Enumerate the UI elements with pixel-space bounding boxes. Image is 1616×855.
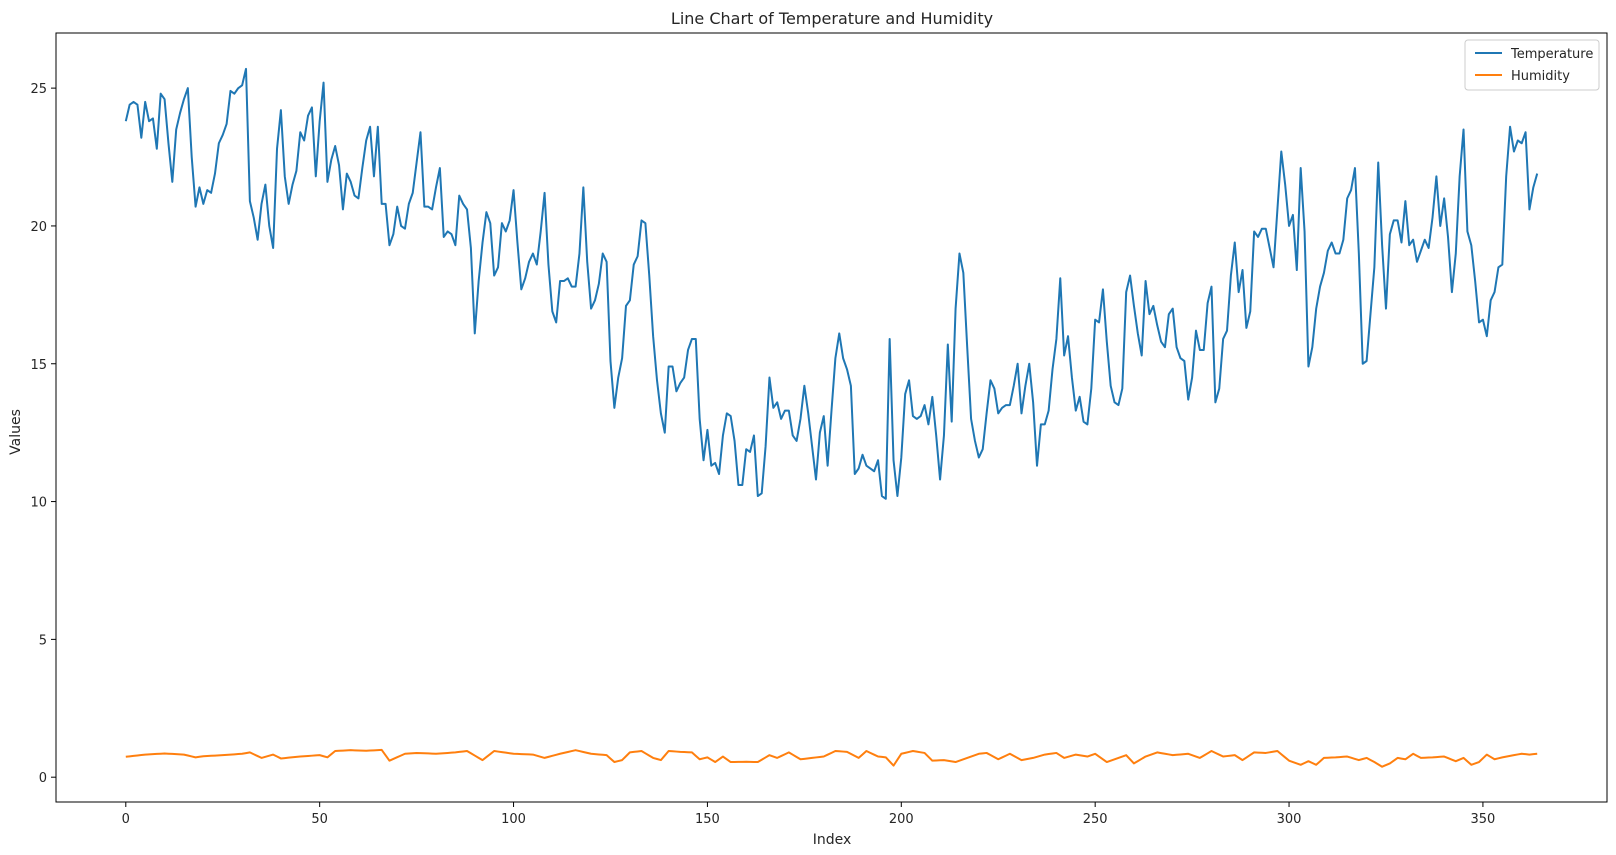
plot-area — [55, 32, 1608, 803]
legend-label-humidity: Humidity — [1511, 69, 1570, 84]
y-tick-label: 20 — [30, 220, 47, 235]
x-axis: 0 50 100 150 200 250 300 350 — [122, 802, 1496, 827]
series-line-temperature — [124, 67, 1539, 500]
y-tick-label: 0 — [39, 771, 47, 786]
x-tick-label: 200 — [889, 812, 914, 827]
plot-frame — [55, 32, 1608, 803]
y-tick-label: 5 — [39, 633, 47, 648]
chart-title: Line Chart of Temperature and Humidity — [671, 9, 993, 28]
y-tick-label: 10 — [30, 496, 47, 511]
y-axis-label: Values — [8, 409, 24, 455]
x-axis-label: Index — [813, 832, 852, 848]
y-tick-label: 15 — [30, 358, 47, 373]
x-tick-label: 300 — [1277, 812, 1302, 827]
x-tick-label: 150 — [695, 812, 720, 827]
x-tick-label: 0 — [122, 812, 130, 827]
x-tick-label: 100 — [501, 812, 526, 827]
y-tick-label: 25 — [30, 82, 47, 97]
x-tick-label: 350 — [1471, 812, 1496, 827]
x-tick-label: 250 — [1083, 812, 1108, 827]
series-line-humidity — [125, 748, 1538, 768]
x-tick-label: 50 — [311, 812, 328, 827]
legend-label-temperature: Temperature — [1510, 47, 1593, 62]
legend: Temperature Humidity — [1464, 39, 1600, 91]
y-axis: 0 5 10 15 20 25 — [30, 82, 56, 786]
